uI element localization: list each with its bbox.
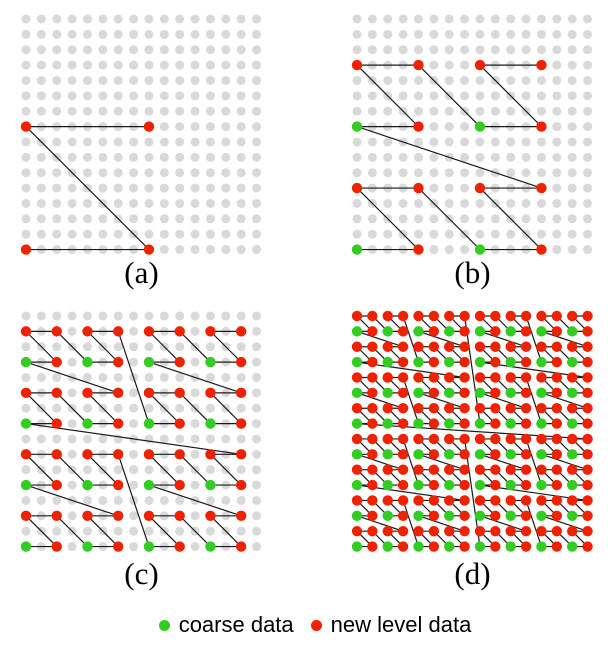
new-level-data-label: new level data [330, 612, 472, 637]
coarse-data-label: coarse data [178, 612, 294, 637]
new-level-data-dot-icon [310, 619, 322, 631]
panel-b-caption: (b) [454, 255, 491, 290]
coarse-data-dot-icon [158, 619, 170, 631]
panel-a-caption: (a) [124, 255, 159, 290]
panel-d-caption: (d) [454, 556, 491, 591]
legend-item-coarse: coarse data [158, 612, 294, 638]
panel-c-grid [20, 311, 262, 552]
panel-a-grid [20, 14, 262, 255]
legend-item-new-level: new level data [310, 612, 472, 638]
legend: coarse data new level data [0, 610, 614, 640]
panel-c-caption: (c) [124, 556, 159, 591]
panel-d-grid [351, 310, 593, 552]
panel-b-grid [351, 14, 593, 255]
